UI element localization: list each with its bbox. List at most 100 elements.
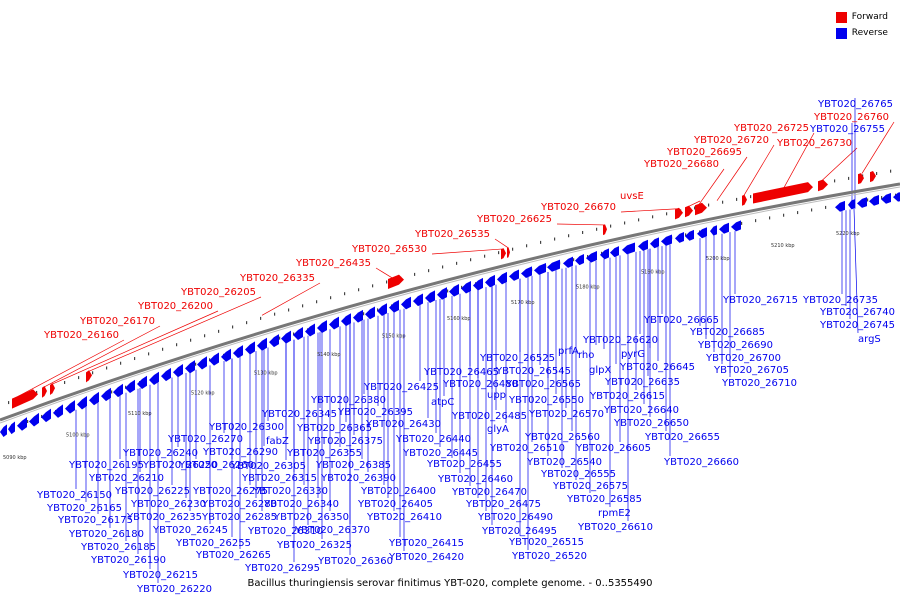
backbone-tick (568, 234, 570, 238)
backbone-tick (260, 316, 262, 320)
reverse-gene-glyph (341, 313, 351, 327)
gene-label: YBT020_26560 (524, 432, 600, 443)
strand-legend: Forward Reverse (835, 9, 888, 41)
forward-gene-glyph (858, 173, 864, 185)
axis-label: 5180 kbp (576, 284, 600, 290)
reverse-gene-glyph (710, 225, 717, 236)
gene-label: YBT020_26660 (663, 457, 739, 468)
gene-label: YBT020_26720 (693, 135, 769, 146)
legend-reverse-label: Reverse (851, 28, 888, 38)
gene-label: YBT020_26180 (68, 529, 144, 540)
reverse-gene-glyph (0, 424, 7, 437)
gene-label: YBT020_26605 (575, 443, 651, 454)
gene-label: YBT020_26585 (566, 494, 642, 505)
backbone-tick (876, 172, 878, 176)
leader-line (494, 238, 509, 248)
leader-line (783, 132, 815, 188)
reverse-gene-glyph (521, 266, 532, 278)
gene-label: YBT020_26705 (713, 365, 789, 376)
leader-line (556, 223, 605, 226)
forward-gene-glyph (685, 205, 693, 218)
reverse-gene-glyph (353, 309, 363, 323)
gene-label: YBT020_26220 (136, 584, 212, 595)
axis-label: 5100 kbp (66, 432, 90, 438)
backbone-tick (694, 206, 696, 210)
backbone-tick (428, 269, 430, 273)
gene-label: YBT020_26735 (802, 295, 878, 306)
reverse-gene-glyph (731, 220, 741, 232)
backbone-tick (741, 221, 743, 225)
reverse-gene-glyph (547, 259, 560, 272)
gene-label: YBT020_26745 (819, 320, 895, 331)
backbone-tick (722, 200, 724, 204)
gene-label: YBT020_26390 (320, 473, 396, 484)
gene-label: YBT020_26385 (315, 460, 391, 471)
reverse-gene-glyph (719, 222, 729, 234)
backbone-tick (596, 227, 598, 231)
gene-label: YBT020_26205 (180, 287, 256, 298)
backbone-tick (358, 288, 360, 292)
forward-gene-glyph (388, 274, 404, 289)
axis-label: 5210 kbp (771, 243, 795, 249)
forward-gene-glyph (675, 207, 683, 220)
leader-line (853, 208, 859, 334)
reverse-swatch (835, 27, 847, 39)
gene-label: YBT020_26355 (286, 448, 362, 459)
gene-label: rpmE2 (598, 508, 631, 519)
reverse-gene-glyph (675, 232, 684, 243)
reverse-gene-glyph (365, 306, 375, 320)
backbone-tick (624, 221, 626, 225)
backbone-tick (540, 240, 542, 244)
backbone-tick (330, 296, 332, 300)
backbone-tick (783, 213, 785, 217)
reverse-gene-glyph (197, 356, 207, 370)
gene-label: YBT020_26760 (813, 112, 889, 123)
gene-label: YBT020_26490 (477, 512, 553, 523)
leader-line (743, 144, 775, 196)
gene-features (0, 171, 900, 437)
axis-label: 5160 kbp (447, 316, 471, 322)
reverse-gene-glyph (209, 352, 219, 366)
backbone-tick (811, 208, 813, 212)
backbone-tick (316, 300, 318, 304)
reverse-gene-glyph (848, 199, 855, 210)
gene-label: YBT020_26445 (402, 448, 478, 459)
backbone-tick (666, 212, 668, 216)
gene-label: YBT020_26575 (552, 481, 628, 492)
gene-label: YBT020_26400 (360, 486, 436, 497)
backbone-tick (232, 325, 234, 329)
reverse-gene-glyph (173, 363, 183, 378)
gene-label: YBT020_26285 (201, 512, 277, 523)
forward-gene-glyph (603, 224, 607, 236)
backbone-tick (218, 329, 220, 333)
reverse-gene-glyph (305, 323, 315, 337)
gene-label: YBT020_26645 (619, 362, 695, 373)
gene-label: YBT020_26685 (689, 327, 765, 338)
gene-label: rho (578, 350, 594, 361)
reverse-gene-glyph (185, 360, 195, 374)
gene-label: fabZ (266, 436, 289, 447)
leader-line (687, 200, 701, 207)
backbone-tick (461, 285, 463, 289)
reverse-gene-glyph (586, 251, 597, 263)
reverse-gene-glyph (389, 299, 399, 313)
forward-gene-glyph (818, 179, 828, 192)
backbone-tick (825, 205, 827, 209)
reverse-gene-glyph (125, 379, 135, 394)
gene-label: YBT020_26375 (307, 436, 383, 447)
leader-line (716, 156, 748, 201)
gene-label: YBT020_26365 (296, 423, 372, 434)
gene-label: YBT020_26210 (88, 473, 164, 484)
leader-line (620, 208, 679, 213)
reverse-gene-glyph (221, 348, 231, 362)
gene-label: YBT020_26295 (244, 563, 320, 574)
gene-label: YBT020_26420 (388, 552, 464, 563)
reverse-gene-glyph (449, 284, 459, 297)
backbone-tick (708, 203, 710, 207)
reverse-gene-glyph (575, 254, 584, 266)
axis-label: 5110 kbp (128, 411, 152, 417)
leader-line (861, 121, 895, 174)
backbone-tick (190, 338, 192, 342)
gene-label: glpX (589, 365, 611, 376)
axis-label: 5150 kbp (382, 334, 406, 340)
